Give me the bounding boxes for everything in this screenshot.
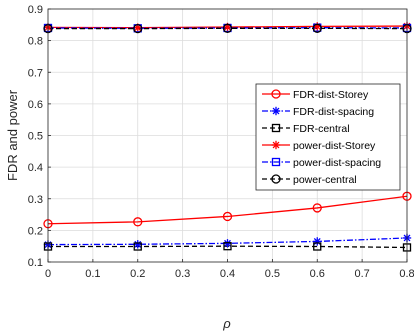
legend: FDR-dist-Storey FDR-dist-spacing FDR-centr… — [255, 83, 401, 191]
x-tick-label: 0.5 — [265, 268, 280, 280]
y-axis-ticks: 0.1 0.2 0.3 0.4 0.5 0.6 0.7 0.8 0.9 — [28, 4, 51, 269]
legend-label: FDR-dist-spacing — [293, 106, 374, 118]
series-line-FDR-dist-spacing — [47, 237, 408, 246]
legend-label: power-central — [293, 174, 357, 186]
y-tick-label: 0.4 — [28, 162, 43, 174]
y-tick-label: 0.2 — [28, 225, 43, 237]
data-point-FDR-dist-spacing — [133, 240, 142, 249]
data-point-FDR-dist-Storey — [133, 217, 143, 227]
legend-label: FDR-dist-Storey — [293, 89, 369, 101]
x-tick-label: 0.6 — [310, 268, 325, 280]
x-axis-ticks: 0 0.1 0.2 0.3 0.4 0.5 0.6 0.7 0.8 — [45, 259, 414, 280]
y-tick-label: 0.3 — [28, 194, 43, 206]
x-tick-label: 0.4 — [220, 268, 235, 280]
legend-marker — [271, 140, 281, 150]
x-tick-label: 0.7 — [354, 268, 369, 280]
y-tick-label: 0.8 — [28, 36, 43, 48]
data-point-FDR-dist-Storey — [312, 203, 322, 213]
y-tick-label: 0.1 — [28, 257, 43, 269]
y-tick-label: 0.5 — [28, 131, 43, 143]
legend-marker — [271, 174, 281, 184]
legend-box — [255, 83, 401, 191]
data-point-FDR-central — [133, 242, 142, 251]
x-tick-label: 0 — [45, 268, 51, 280]
data-point-FDR-dist-spacing — [223, 239, 232, 248]
x-tick-label: 0.1 — [85, 268, 100, 280]
legend-marker — [271, 123, 281, 133]
data-point-power-central — [312, 23, 322, 33]
x-tick-label: 0.8 — [399, 268, 414, 280]
x-tick-label: 0.2 — [130, 268, 145, 280]
data-point-FDR-dist-Storey — [222, 211, 233, 222]
data-point-power-central — [133, 23, 143, 34]
data-point-FDR-central — [223, 242, 232, 251]
legend-label: power-dist-Storey — [293, 140, 376, 152]
y-tick-label: 0.7 — [28, 67, 43, 79]
series-line-FDR-dist-Storey — [47, 195, 408, 225]
legend-label: power-dist-spacing — [293, 157, 381, 169]
legend-marker — [271, 89, 281, 99]
y-tick-label: 0.6 — [28, 99, 43, 111]
y-tick-label: 0.9 — [28, 4, 43, 16]
x-tick-label: 0.3 — [175, 268, 190, 280]
x-axis-label: ρ — [222, 316, 231, 331]
data-point-FDR-central — [313, 242, 322, 251]
data-point-power-central — [222, 23, 233, 33]
legend-label: FDR-central — [293, 123, 350, 135]
y-axis-label: FDR and power — [5, 89, 20, 181]
legend-marker — [271, 106, 281, 116]
legend-marker — [271, 157, 281, 167]
